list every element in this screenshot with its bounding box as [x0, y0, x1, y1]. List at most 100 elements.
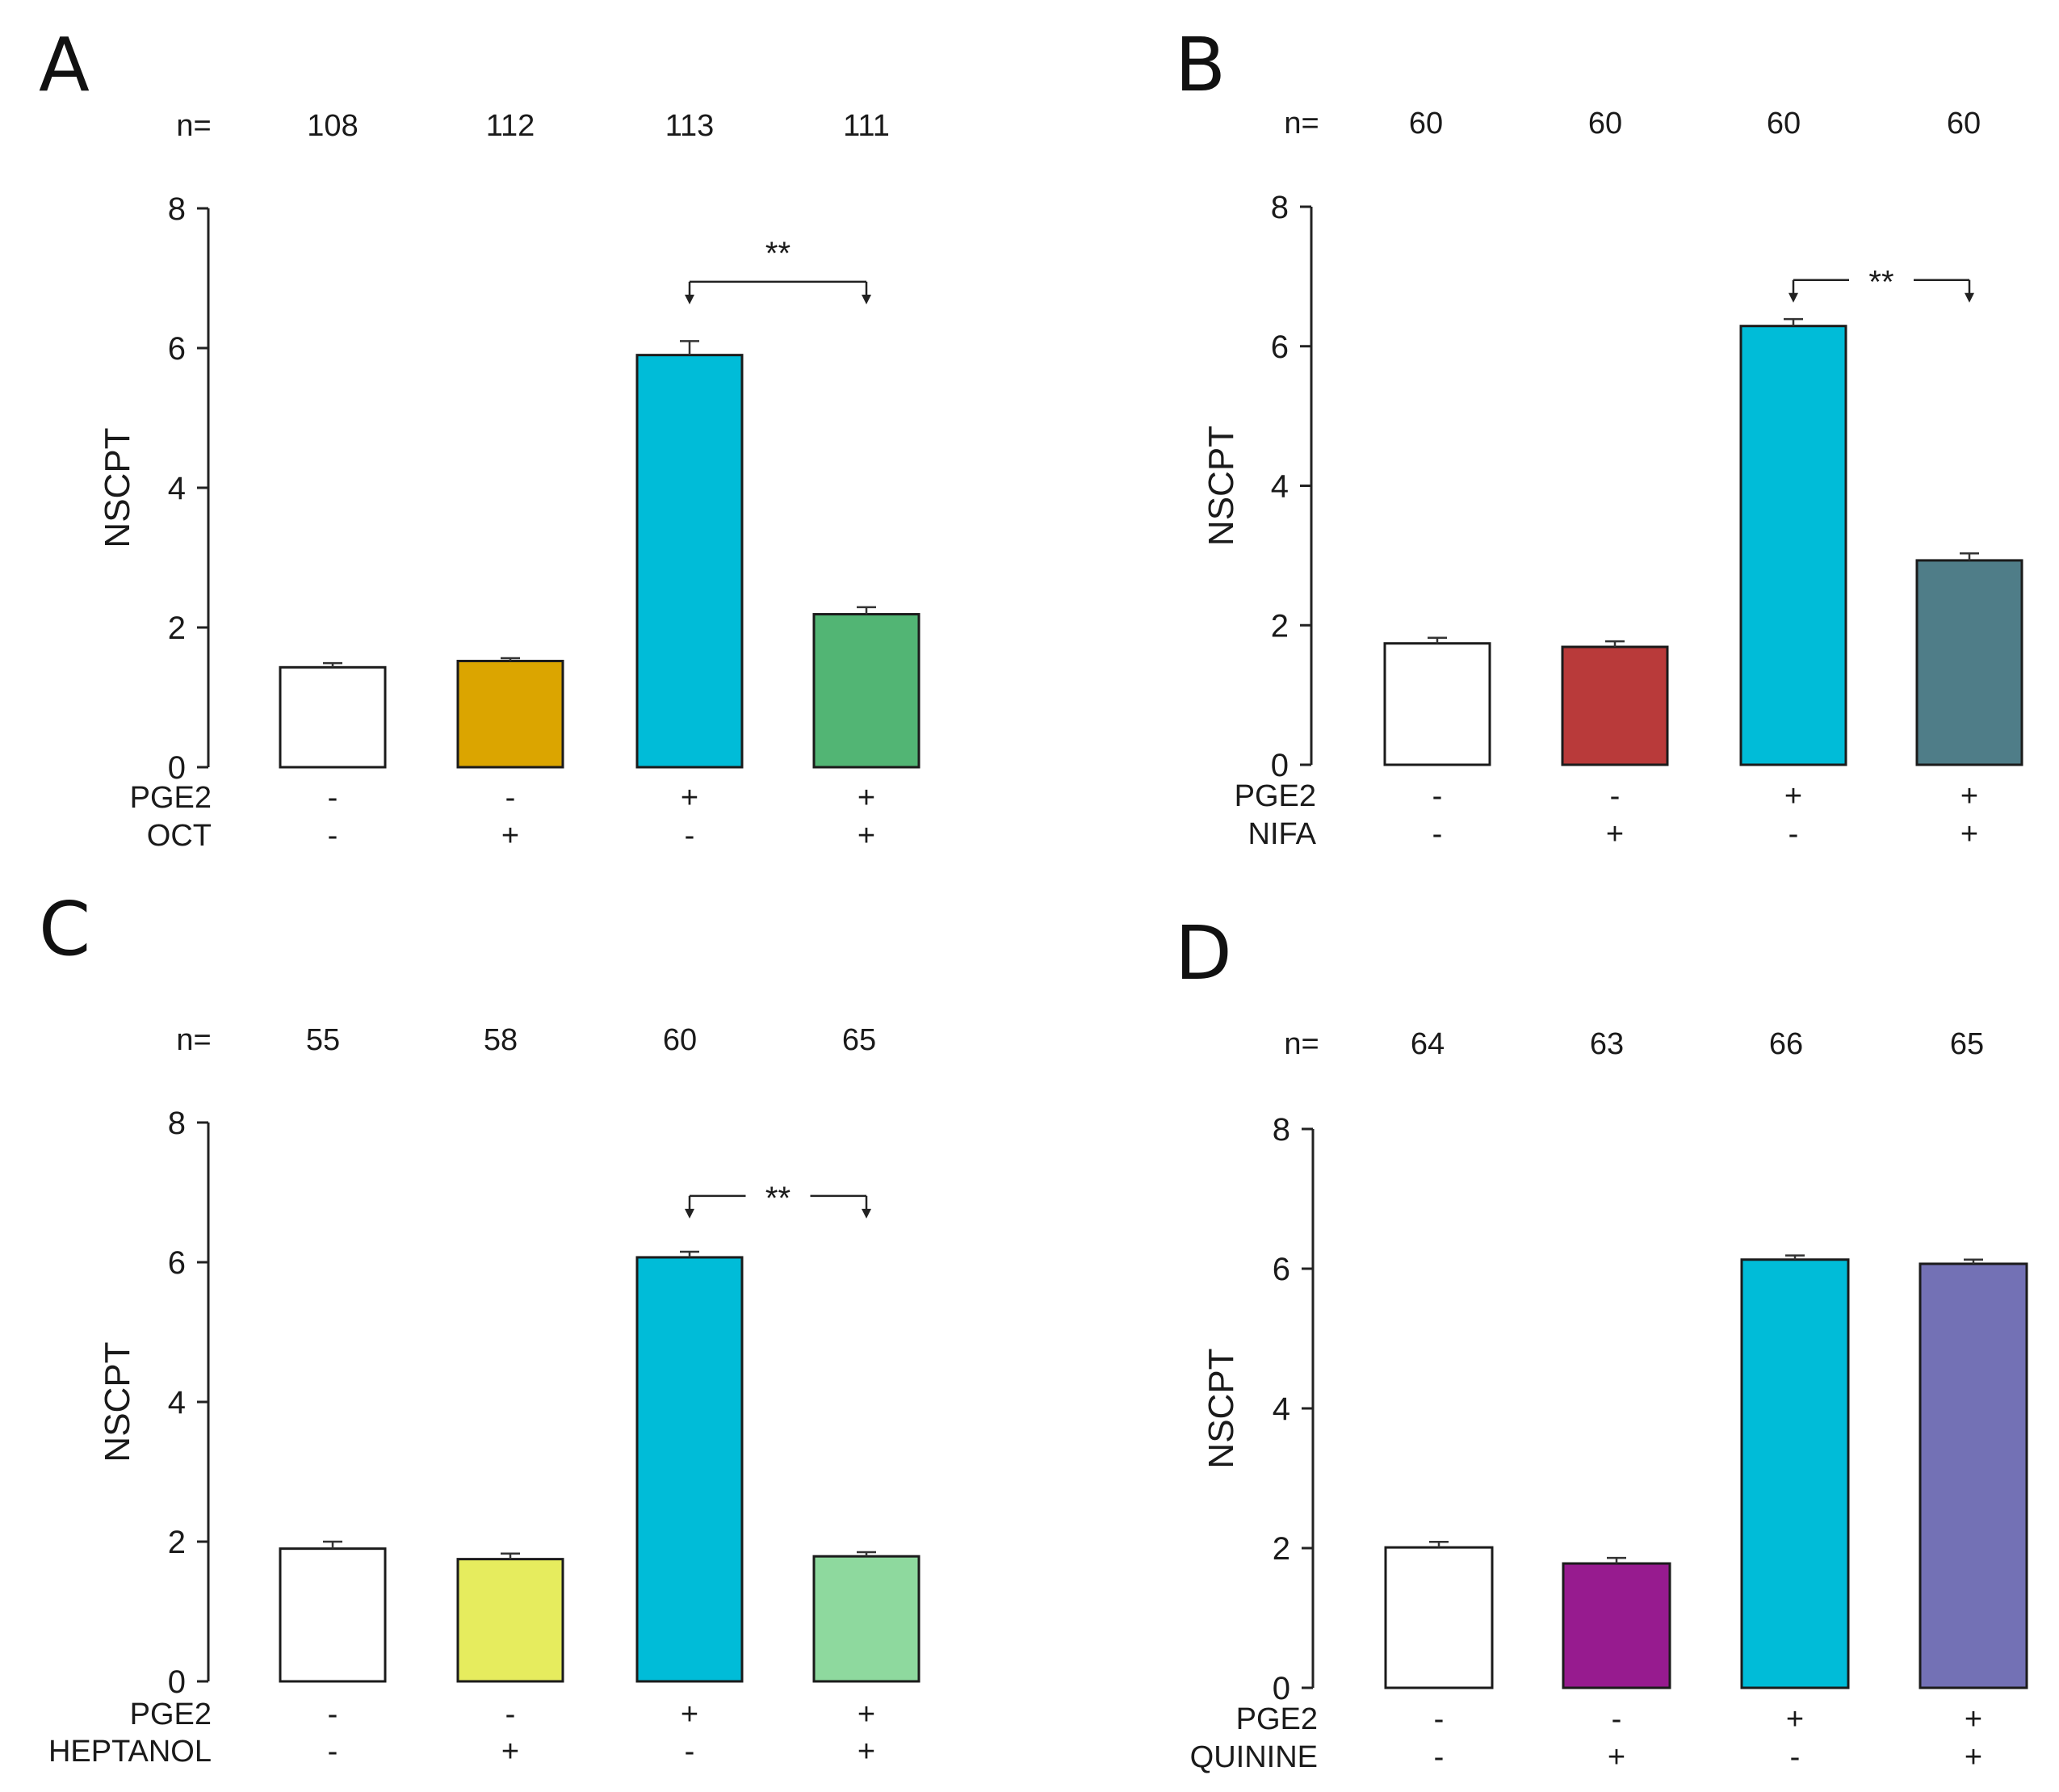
- condition-sign: +: [501, 1735, 519, 1769]
- y-tick-label: 2: [168, 611, 186, 646]
- bar: [1383, 642, 1491, 766]
- bar: [1739, 325, 1847, 766]
- y-tick-label: 6: [1271, 329, 1289, 365]
- bracket-arrowhead: [1789, 292, 1798, 303]
- y-tick-label: 4: [1271, 469, 1289, 505]
- bar: [1915, 559, 2023, 766]
- condition-sign: -: [1434, 1740, 1445, 1774]
- bracket-arrowhead: [685, 1208, 694, 1219]
- condition-sign: -: [1432, 817, 1443, 851]
- condition-sign: -: [505, 781, 516, 815]
- condition-label: NIFA: [1248, 817, 1317, 851]
- condition-sign: -: [685, 819, 695, 853]
- y-axis-label: NSCPT: [98, 427, 137, 548]
- significance-label: **: [765, 1181, 790, 1216]
- bar: [1919, 1262, 2028, 1689]
- condition-sign: +: [1965, 1702, 1982, 1736]
- y-tick-label: 2: [1271, 608, 1289, 644]
- y-tick-label: 2: [1273, 1531, 1290, 1567]
- y-axis-label: NSCPT: [1201, 1348, 1241, 1468]
- condition-label: PGE2: [130, 781, 212, 815]
- panel-d: Dn= 64 63 66 65 0 2 4 6 8 NSCPT PGE2 - - + + QUININE - + - +: [1175, 910, 2028, 1774]
- n-value: 60: [663, 1023, 697, 1057]
- y-tick-label: 0: [1271, 748, 1289, 783]
- n-value: 60: [1588, 107, 1622, 141]
- condition-sign: -: [328, 1698, 338, 1731]
- condition-sign: -: [1789, 817, 1799, 851]
- n-value: 108: [307, 109, 358, 143]
- condition-sign: -: [1434, 1702, 1445, 1736]
- n-value: 60: [1409, 107, 1443, 141]
- bar: [812, 613, 920, 769]
- y-tick-label: 8: [168, 1106, 186, 1141]
- y-tick-label: 4: [168, 1385, 186, 1421]
- condition-sign: +: [1960, 817, 1978, 851]
- y-tick-label: 2: [168, 1525, 186, 1560]
- significance-bracket: **: [685, 1181, 871, 1219]
- y-tick-label: 8: [1273, 1112, 1290, 1148]
- y-tick-label: 8: [168, 191, 186, 227]
- n-value: 66: [1769, 1027, 1803, 1061]
- bracket-arrowhead: [1965, 292, 1974, 303]
- condition-sign: -: [1612, 1702, 1622, 1736]
- n-value: 112: [486, 109, 535, 143]
- condition-label: PGE2: [1235, 779, 1316, 813]
- significance-label: **: [1868, 265, 1893, 300]
- n-label: n=: [1284, 107, 1319, 141]
- n-value: 58: [484, 1023, 518, 1057]
- y-tick-label: 6: [168, 331, 186, 367]
- condition-sign: -: [1432, 779, 1443, 813]
- condition-sign: -: [1610, 779, 1621, 813]
- panel-letter: A: [39, 22, 90, 108]
- bar: [1561, 645, 1669, 766]
- n-label: n=: [176, 109, 211, 143]
- condition-sign: +: [858, 1698, 875, 1731]
- n-value: 65: [842, 1023, 876, 1057]
- n-value: 63: [1590, 1027, 1624, 1061]
- significance-label-bg: [745, 1181, 811, 1211]
- significance-bracket: **: [685, 236, 871, 304]
- panel-letter: C: [39, 886, 90, 972]
- condition-sign: +: [858, 819, 875, 853]
- bar: [1384, 1546, 1494, 1689]
- condition-sign: -: [505, 1698, 516, 1731]
- condition-label: PGE2: [1236, 1702, 1318, 1736]
- bar: [279, 1547, 387, 1683]
- condition-sign: -: [328, 819, 338, 853]
- condition-label: PGE2: [130, 1698, 212, 1731]
- condition-sign: -: [328, 1735, 338, 1769]
- y-tick-label: 6: [168, 1245, 186, 1281]
- panel-a: An= 108 112 113 111 0 2 4 6 8 NSCPT ** PGE2 - - + + OCT - +…: [39, 22, 920, 853]
- significance-label: **: [765, 236, 790, 271]
- bar: [279, 665, 387, 769]
- condition-label: HEPTANOL: [48, 1735, 212, 1769]
- panel-c: Cn= 55 58 60 65 0 2 4 6 8 NSCPT ** PGE2 - - + + HEPTANOL -…: [39, 886, 920, 1769]
- y-tick-label: 0: [168, 1664, 186, 1700]
- condition-sign: +: [501, 819, 519, 853]
- condition-sign: +: [1786, 1702, 1804, 1736]
- y-tick-label: 0: [1273, 1671, 1290, 1706]
- condition-sign: -: [685, 1735, 695, 1769]
- y-tick-label: 6: [1273, 1252, 1290, 1287]
- condition-sign: +: [1960, 779, 1978, 813]
- condition-sign: +: [681, 781, 698, 815]
- panel-letter: D: [1175, 910, 1232, 997]
- n-value: 111: [843, 109, 890, 143]
- panel-b: Bn= 60 60 60 60 0 2 4 6 8 NSCPT ** PGE2 - - + + NIFA - + - +: [1175, 22, 2023, 851]
- significance-bracket: **: [1789, 265, 1974, 303]
- y-tick-label: 0: [168, 750, 186, 786]
- n-value: 113: [665, 109, 715, 143]
- condition-label: OCT: [147, 819, 212, 853]
- bar: [1740, 1258, 1850, 1689]
- y-tick-label: 8: [1271, 190, 1289, 225]
- condition-sign: +: [858, 781, 875, 815]
- condition-sign: +: [1608, 1740, 1625, 1774]
- n-value: 55: [306, 1023, 340, 1057]
- condition-sign: -: [328, 781, 338, 815]
- n-label: n=: [176, 1023, 211, 1057]
- bracket-arrowhead: [862, 294, 871, 304]
- condition-sign: +: [1606, 817, 1624, 851]
- n-value: 60: [1947, 107, 1981, 141]
- y-tick-label: 4: [168, 471, 186, 506]
